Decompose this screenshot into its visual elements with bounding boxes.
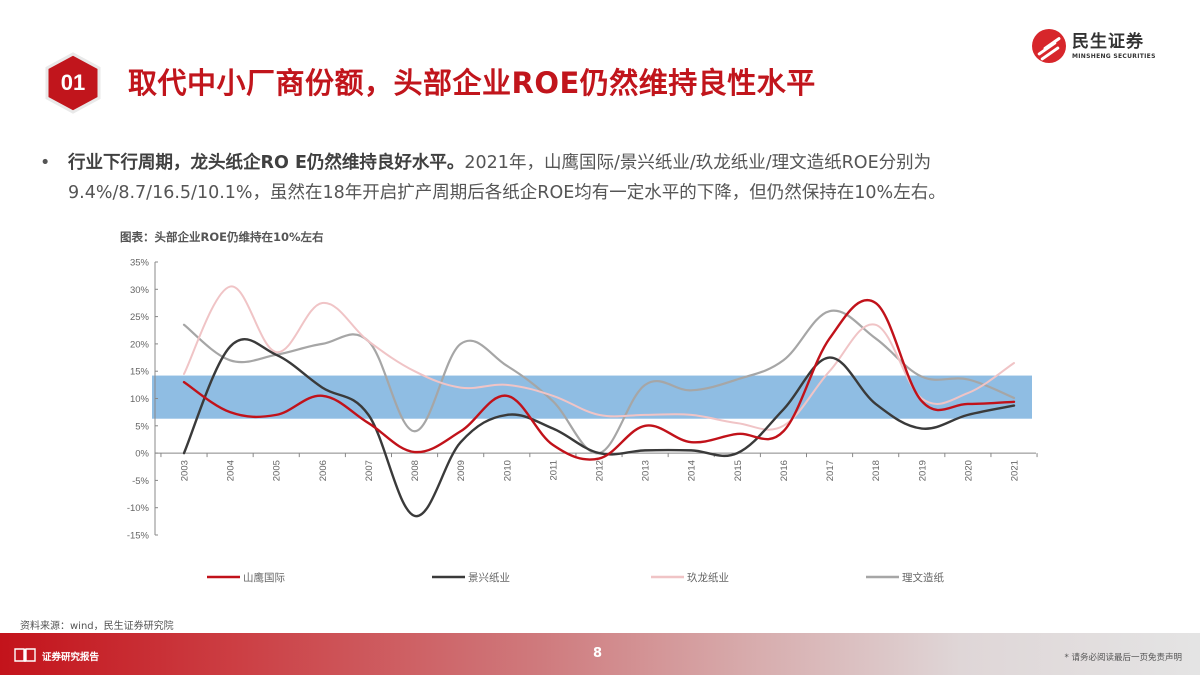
footer-report-label: 证券研究报告 (42, 652, 100, 663)
chart-title: 图表：头部企业ROE仍维持在10%左右 (120, 230, 324, 244)
y-tick-label: -5% (132, 476, 149, 487)
bullet-text-line2: 9.4%/8.7/16.5/10.1%，虽然在18年开启扩产周期后各纸企ROE均… (68, 183, 946, 203)
x-tick-label: 2021 (1010, 460, 1021, 481)
brand-logo: 民生证券 MINSHENG SECURITIES (1032, 26, 1172, 66)
section-number: 01 (60, 70, 86, 95)
x-tick-label: 2012 (595, 460, 606, 481)
bullet-lead: 行业下行周期，龙头纸企RO E仍然维持良好水平。 (68, 153, 465, 173)
brand-name-en: MINSHENG SECURITIES (1072, 52, 1156, 60)
y-tick-label: 25% (130, 312, 150, 323)
y-tick-label: 30% (130, 285, 150, 296)
series-line (182, 299, 1016, 461)
bullet-text-line1: 2021年，山鹰国际/景兴纸业/玖龙纸业/理文造纸ROE分别为 (464, 153, 932, 173)
x-tick-label: 2016 (779, 460, 790, 481)
highlight-band (152, 375, 1032, 419)
y-tick-label: 35% (130, 258, 150, 269)
x-tick-label: 2009 (456, 460, 467, 481)
hexagon-icon (45, 52, 101, 114)
footer-bar: 证券研究报告 8 * 请务必阅读最后一页免责声明 (0, 633, 1200, 675)
legend-label: 景兴纸业 (468, 571, 510, 584)
series-line (183, 285, 1015, 431)
x-tick-label: 2007 (364, 460, 375, 481)
x-tick-label: 2020 (963, 460, 974, 481)
bullet-paragraph: • 行业下行周期，龙头纸企RO E仍然维持良好水平。2021年，山鹰国际/景兴纸… (40, 148, 1170, 208)
y-tick-label: 20% (130, 339, 150, 350)
x-tick-label: 2015 (733, 460, 744, 481)
x-tick-label: 2013 (641, 460, 652, 481)
brand-logo-icon (1032, 29, 1066, 63)
legend-label: 玖龙纸业 (687, 571, 729, 584)
brand-name-cn: 民生证券 (1072, 31, 1144, 52)
y-tick-label: -10% (127, 503, 150, 514)
section-number-badge: 01 (44, 52, 102, 114)
x-tick-label: 2019 (917, 460, 928, 481)
x-tick-label: 2010 (502, 460, 513, 481)
x-tick-label: 2011 (548, 460, 559, 480)
y-tick-label: 15% (130, 367, 150, 378)
x-tick-label: 2005 (272, 460, 283, 481)
page-number: 8 (593, 646, 603, 661)
x-tick-label: 2003 (180, 460, 191, 481)
x-tick-label: 2014 (687, 460, 698, 481)
x-tick-label: 2004 (226, 460, 237, 481)
y-tick-label: 10% (130, 394, 150, 405)
legend-label: 理文造纸 (902, 571, 944, 584)
x-tick-label: 2006 (318, 460, 329, 481)
series-line (182, 338, 1016, 518)
y-tick-label: 5% (135, 421, 149, 432)
book-icon (14, 648, 36, 662)
chart-source: 资料来源：wind，民生证券研究院 (20, 621, 174, 632)
x-tick-label: 2017 (825, 460, 836, 481)
legend-label: 山鹰国际 (243, 571, 285, 584)
bullet-icon: • (40, 153, 51, 173)
page-title: 取代中小厂商份额，头部企业ROE仍然维持良性水平 (128, 66, 816, 100)
series-line (182, 309, 1016, 455)
y-tick-label: 0% (135, 449, 149, 460)
y-tick-label: -15% (127, 531, 150, 542)
disclaimer-text: * 请务必阅读最后一页免责声明 (1064, 653, 1182, 663)
x-tick-label: 2018 (871, 460, 882, 481)
x-tick-label: 2008 (410, 460, 421, 481)
